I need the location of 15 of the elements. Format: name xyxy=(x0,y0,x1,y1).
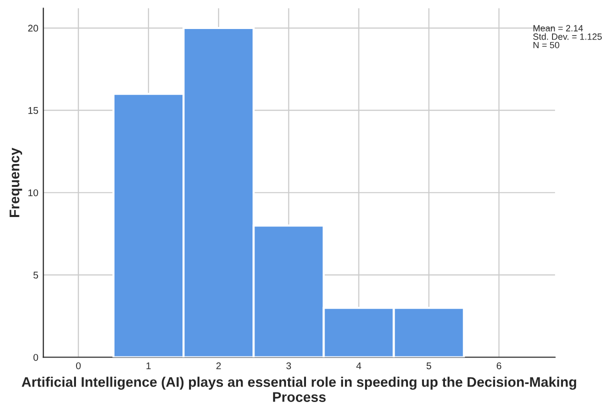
y-tick-label: 5 xyxy=(33,272,38,279)
x-tick-label: 5 xyxy=(426,362,432,370)
x-tick-label: 4 xyxy=(356,362,362,370)
x-tick-label: 3 xyxy=(286,362,291,370)
y-tick-label: 10 xyxy=(28,189,38,196)
y-tick-label: 0 xyxy=(33,354,38,361)
x-tick-label: 1 xyxy=(146,362,151,370)
x-tick-label: 0 xyxy=(76,362,81,370)
x-tick-label: 6 xyxy=(496,362,502,370)
annotation: Mean = 2.14 Std. Dev. = 1.125 N = 50 xyxy=(533,25,602,48)
y-axis-title: Frequency xyxy=(10,148,22,217)
y-tick-label: 15 xyxy=(28,107,38,114)
y-tick-label: 20 xyxy=(28,24,38,32)
x-tick-label: 2 xyxy=(216,362,221,370)
x-axis-title: Artificial Intelligence (AI) plays an essential role in speeding up the Decision-Making Process xyxy=(22,376,576,402)
